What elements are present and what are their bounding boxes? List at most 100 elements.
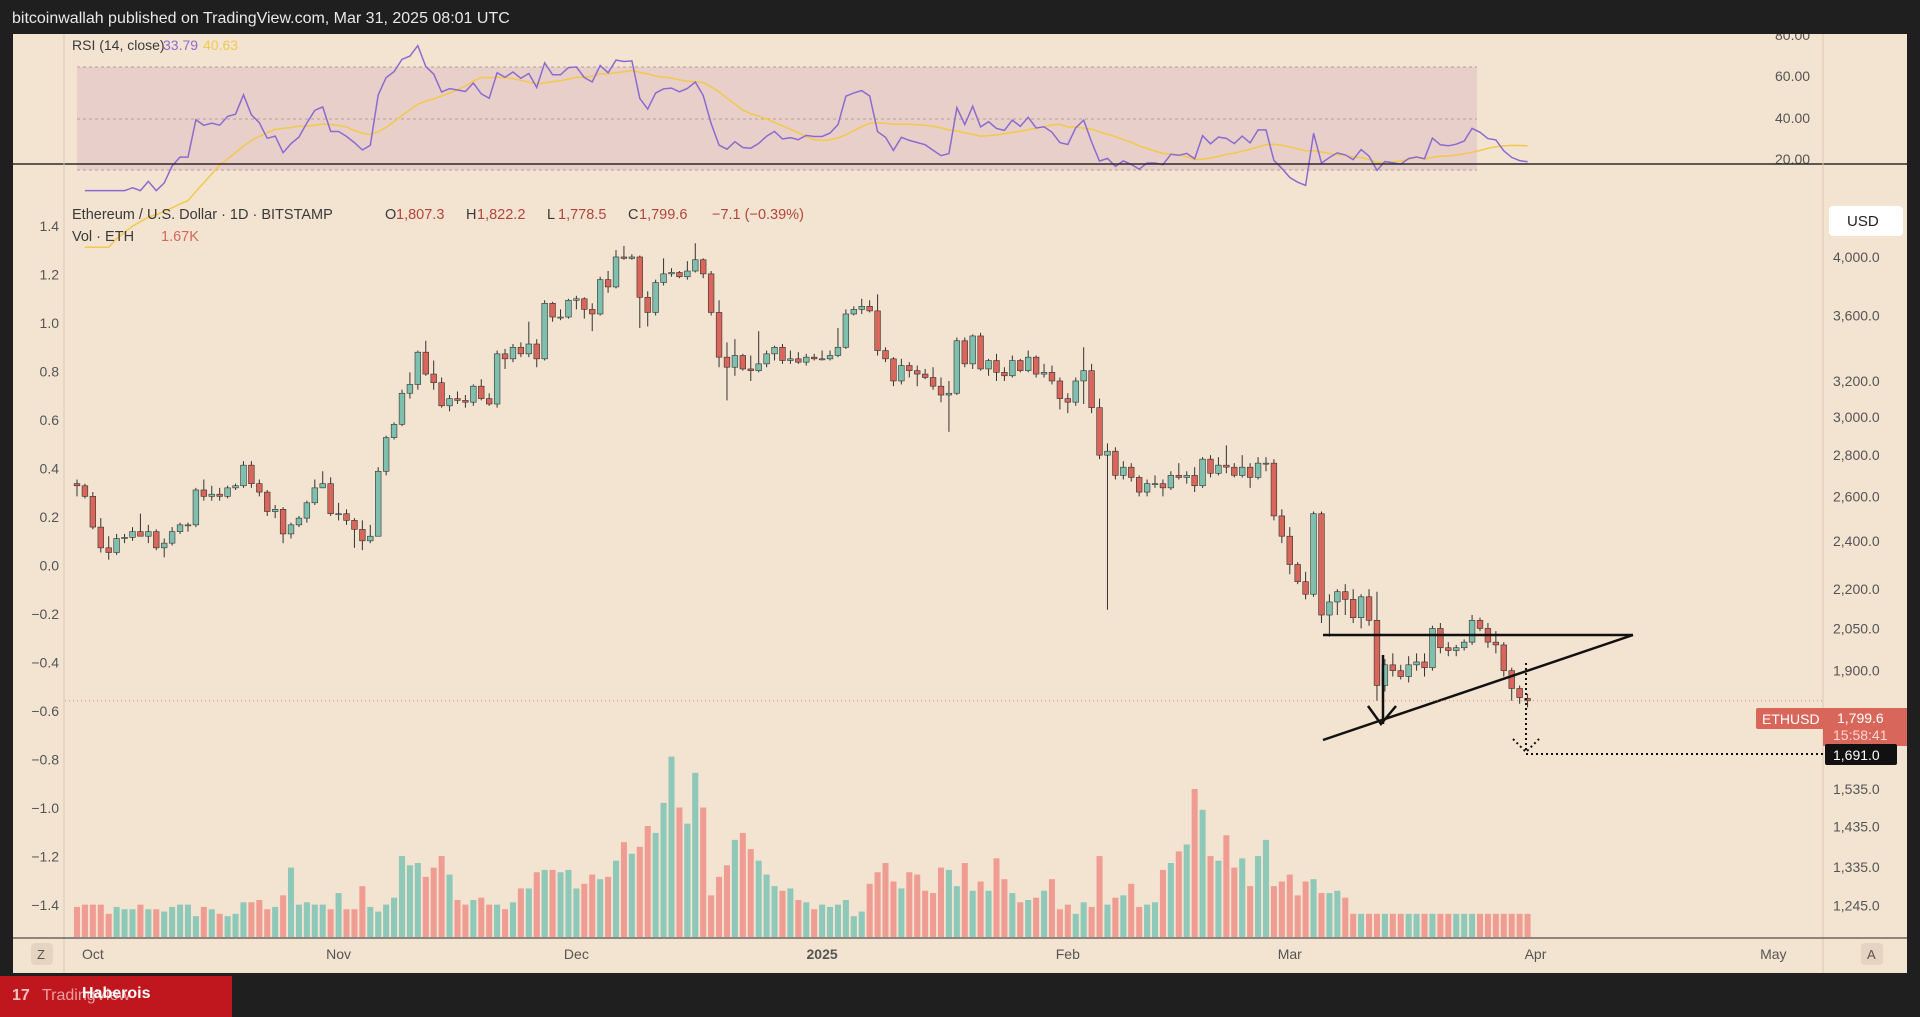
candle-body <box>1286 535 1293 565</box>
volume-bar <box>1492 913 1499 937</box>
volume-bar <box>1136 906 1143 937</box>
candle-body <box>390 423 398 438</box>
price-tick: 1,535.0 <box>1833 781 1880 797</box>
auto-scale-left[interactable]: Z <box>31 943 53 965</box>
rsi-tick-80: 80.00 <box>1775 34 1810 43</box>
tradingview-mark-icon: 17 <box>12 987 30 1004</box>
volume-bar <box>834 904 841 937</box>
volume-bar <box>383 904 390 937</box>
candle-body <box>501 353 509 360</box>
volume-bar <box>1183 844 1190 937</box>
volume-bar <box>890 881 897 937</box>
candle-body <box>1136 477 1143 493</box>
watermark-user: Haberois <box>82 985 151 1002</box>
volume-bar <box>97 904 104 937</box>
target-arrow-head <box>1366 705 1397 727</box>
volume-bar <box>922 890 929 937</box>
volume-bar <box>1128 883 1135 937</box>
volume-bar <box>977 881 984 937</box>
volume-bar <box>961 863 968 937</box>
candle-body <box>541 302 548 360</box>
candle-body <box>256 483 263 493</box>
volume-bar <box>723 865 730 937</box>
price-tick: 2,600.0 <box>1833 488 1880 504</box>
candle-body <box>279 509 287 535</box>
left-tick: −1.4 <box>31 897 59 913</box>
support-trendline[interactable] <box>1322 633 1634 742</box>
volume-bar <box>700 807 707 937</box>
rsi-tick-40: 40.00 <box>1775 110 1810 126</box>
x-tick: Feb <box>1056 946 1080 962</box>
candle-body <box>1445 647 1452 651</box>
ohlc-key: L <box>547 207 555 223</box>
auto-button-label[interactable]: A <box>1867 947 1876 962</box>
candle-body <box>1120 466 1127 476</box>
main-legend: Ethereum / U.S. Dollar · 1D · BITSTAMP O… <box>72 207 804 245</box>
candle-body <box>1310 513 1317 595</box>
candle-body <box>1017 360 1024 371</box>
volume-bar <box>288 867 295 937</box>
currency-label[interactable]: USD <box>1847 213 1879 230</box>
volume-bar <box>953 886 960 937</box>
volume-bar <box>763 874 770 937</box>
candle-body <box>977 335 984 370</box>
ohlc-values: O 1,807.3 H 1,822.2 L 1,778.5 C 1,799.6 −7.1 (−0… <box>385 207 804 223</box>
candle-body <box>961 340 968 365</box>
volume-bar <box>391 897 398 937</box>
volume-bar <box>771 886 778 937</box>
auto-scale-right[interactable]: A <box>1861 943 1883 965</box>
candle-body <box>438 382 445 407</box>
candle-body <box>1357 596 1365 618</box>
left-axis: 1.4 1.2 1.0 0.8 0.6 0.4 0.2 0.0 −0.2 −0.4 −0.6 −0.8… <box>31 218 59 913</box>
currency-button[interactable]: USD <box>1829 206 1903 236</box>
rsi-ma-line <box>84 69 1528 249</box>
chart-area[interactable]: RSI (14, close) 33.79 40.63 80.00 60.00 … <box>13 27 1907 973</box>
volume-bar <box>739 832 746 937</box>
candle-body <box>787 358 794 361</box>
candle-body <box>1072 380 1079 403</box>
candle-body <box>763 353 770 365</box>
volume-bar <box>1445 913 1452 937</box>
volume-bar <box>1104 904 1111 937</box>
volume-bar <box>589 874 596 937</box>
volume-bar <box>652 832 659 937</box>
left-tick: −0.6 <box>31 703 59 719</box>
volume-bar <box>502 909 509 937</box>
volume-bar <box>1413 913 1420 937</box>
volume-bar <box>462 904 469 937</box>
candle-body <box>747 368 754 371</box>
volume-bar <box>1421 913 1428 937</box>
chart-svg[interactable]: RSI (14, close) 33.79 40.63 80.00 60.00 … <box>13 27 1907 973</box>
volume-bar <box>668 756 675 937</box>
candle-body <box>921 373 929 378</box>
candle-body <box>890 358 897 382</box>
volume-bar <box>755 860 762 937</box>
candle-body <box>1199 458 1206 487</box>
zoom-button-label[interactable]: Z <box>37 947 45 962</box>
pattern-drawings[interactable] <box>1322 633 1823 755</box>
target-price-label: 1,691.0 <box>1825 744 1897 765</box>
volume-bar <box>1326 893 1333 937</box>
candle-body <box>105 547 112 553</box>
volume-bar <box>533 872 540 937</box>
volume-bar <box>1262 839 1270 937</box>
volume-bar <box>779 890 786 937</box>
volume-bar <box>866 883 873 937</box>
candle-body <box>1405 664 1412 677</box>
candle-body <box>311 487 318 504</box>
price-tick: 3,600.0 <box>1833 308 1880 324</box>
candle-body <box>264 491 271 512</box>
candle-body <box>533 343 540 360</box>
ohlc-value: 1,822.2 <box>477 207 525 223</box>
volume-bar <box>327 909 334 937</box>
tradingview-logo[interactable]: 17 TradingView Haberois <box>0 976 232 1017</box>
volume-bar <box>898 888 905 937</box>
volume-bar <box>1088 906 1095 937</box>
candle-body <box>882 350 889 360</box>
candle-body <box>1397 670 1404 677</box>
candle-body <box>1492 641 1500 646</box>
candle-body <box>1025 356 1032 371</box>
volume-bar <box>303 902 310 937</box>
volume-bar <box>842 900 849 937</box>
volume-bar <box>256 900 263 937</box>
